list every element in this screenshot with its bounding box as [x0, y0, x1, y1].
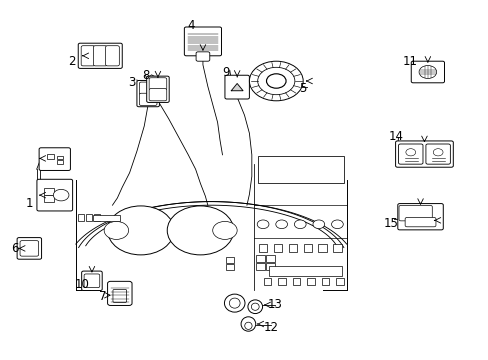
Circle shape	[167, 206, 233, 255]
FancyBboxPatch shape	[37, 179, 73, 211]
FancyBboxPatch shape	[105, 46, 119, 66]
FancyBboxPatch shape	[84, 274, 100, 288]
Bar	[225, 264, 233, 270]
Ellipse shape	[244, 322, 252, 329]
Ellipse shape	[229, 298, 240, 308]
Bar	[265, 263, 274, 270]
Circle shape	[107, 206, 174, 255]
Circle shape	[312, 220, 324, 229]
FancyBboxPatch shape	[137, 81, 159, 107]
Circle shape	[294, 220, 305, 229]
FancyBboxPatch shape	[410, 61, 444, 83]
FancyBboxPatch shape	[184, 27, 221, 56]
FancyBboxPatch shape	[395, 141, 452, 167]
Bar	[288, 244, 296, 252]
Text: 3: 3	[128, 76, 136, 89]
Circle shape	[257, 67, 294, 95]
Text: 12: 12	[264, 321, 278, 334]
Bar	[318, 244, 326, 252]
FancyBboxPatch shape	[81, 271, 102, 291]
Circle shape	[432, 149, 442, 156]
FancyBboxPatch shape	[139, 82, 157, 94]
FancyBboxPatch shape	[113, 289, 126, 302]
Circle shape	[331, 220, 343, 229]
Circle shape	[266, 74, 285, 88]
FancyBboxPatch shape	[107, 282, 132, 305]
Circle shape	[53, 189, 69, 201]
Bar	[292, 278, 300, 285]
FancyBboxPatch shape	[149, 78, 166, 90]
FancyBboxPatch shape	[139, 93, 157, 105]
Text: 8: 8	[142, 69, 149, 82]
Text: 2: 2	[68, 55, 76, 68]
Text: 14: 14	[388, 130, 403, 143]
Circle shape	[249, 61, 303, 101]
Text: 4: 4	[186, 19, 194, 32]
Bar	[306, 278, 314, 285]
Text: 15: 15	[383, 217, 398, 230]
FancyBboxPatch shape	[93, 46, 107, 66]
Bar	[268, 266, 342, 276]
Bar	[256, 263, 264, 270]
FancyBboxPatch shape	[146, 76, 169, 102]
FancyBboxPatch shape	[39, 148, 70, 170]
Bar	[258, 156, 343, 183]
FancyBboxPatch shape	[20, 241, 39, 256]
Text: 10: 10	[75, 278, 89, 291]
Text: 6: 6	[11, 242, 19, 255]
Circle shape	[257, 220, 268, 229]
Ellipse shape	[251, 303, 259, 310]
Text: 9: 9	[222, 66, 229, 78]
Text: 5: 5	[299, 82, 306, 95]
FancyBboxPatch shape	[425, 144, 449, 164]
Bar	[259, 244, 266, 252]
Circle shape	[418, 66, 436, 78]
Ellipse shape	[247, 300, 262, 314]
Bar	[93, 215, 120, 221]
Bar	[94, 214, 100, 221]
Bar	[278, 278, 285, 285]
Text: 11: 11	[402, 55, 416, 68]
Ellipse shape	[241, 317, 255, 331]
Bar	[225, 257, 233, 263]
Circle shape	[275, 220, 287, 229]
Bar	[57, 156, 62, 159]
Bar	[44, 195, 54, 202]
Bar	[44, 188, 54, 195]
FancyBboxPatch shape	[398, 144, 422, 164]
Text: 7: 7	[99, 291, 106, 303]
FancyBboxPatch shape	[149, 89, 166, 101]
FancyBboxPatch shape	[78, 43, 122, 68]
FancyBboxPatch shape	[397, 203, 442, 230]
FancyBboxPatch shape	[404, 217, 435, 227]
Bar	[265, 255, 274, 262]
Bar	[86, 214, 92, 221]
Bar	[333, 244, 341, 252]
Bar	[336, 278, 343, 285]
Text: 1: 1	[25, 197, 33, 210]
Text: 13: 13	[267, 298, 282, 311]
Circle shape	[104, 221, 128, 239]
Circle shape	[405, 149, 415, 156]
Bar	[321, 278, 328, 285]
FancyBboxPatch shape	[398, 205, 431, 221]
Bar	[303, 244, 311, 252]
FancyBboxPatch shape	[224, 75, 249, 99]
FancyBboxPatch shape	[196, 52, 209, 61]
Bar	[77, 214, 84, 221]
FancyBboxPatch shape	[17, 238, 41, 259]
Polygon shape	[231, 84, 243, 91]
Ellipse shape	[224, 294, 244, 312]
FancyBboxPatch shape	[81, 46, 95, 66]
Bar	[256, 255, 264, 262]
Circle shape	[212, 221, 237, 239]
Bar	[57, 160, 62, 164]
Bar	[47, 154, 54, 159]
Bar	[273, 244, 282, 252]
Bar	[264, 278, 270, 285]
